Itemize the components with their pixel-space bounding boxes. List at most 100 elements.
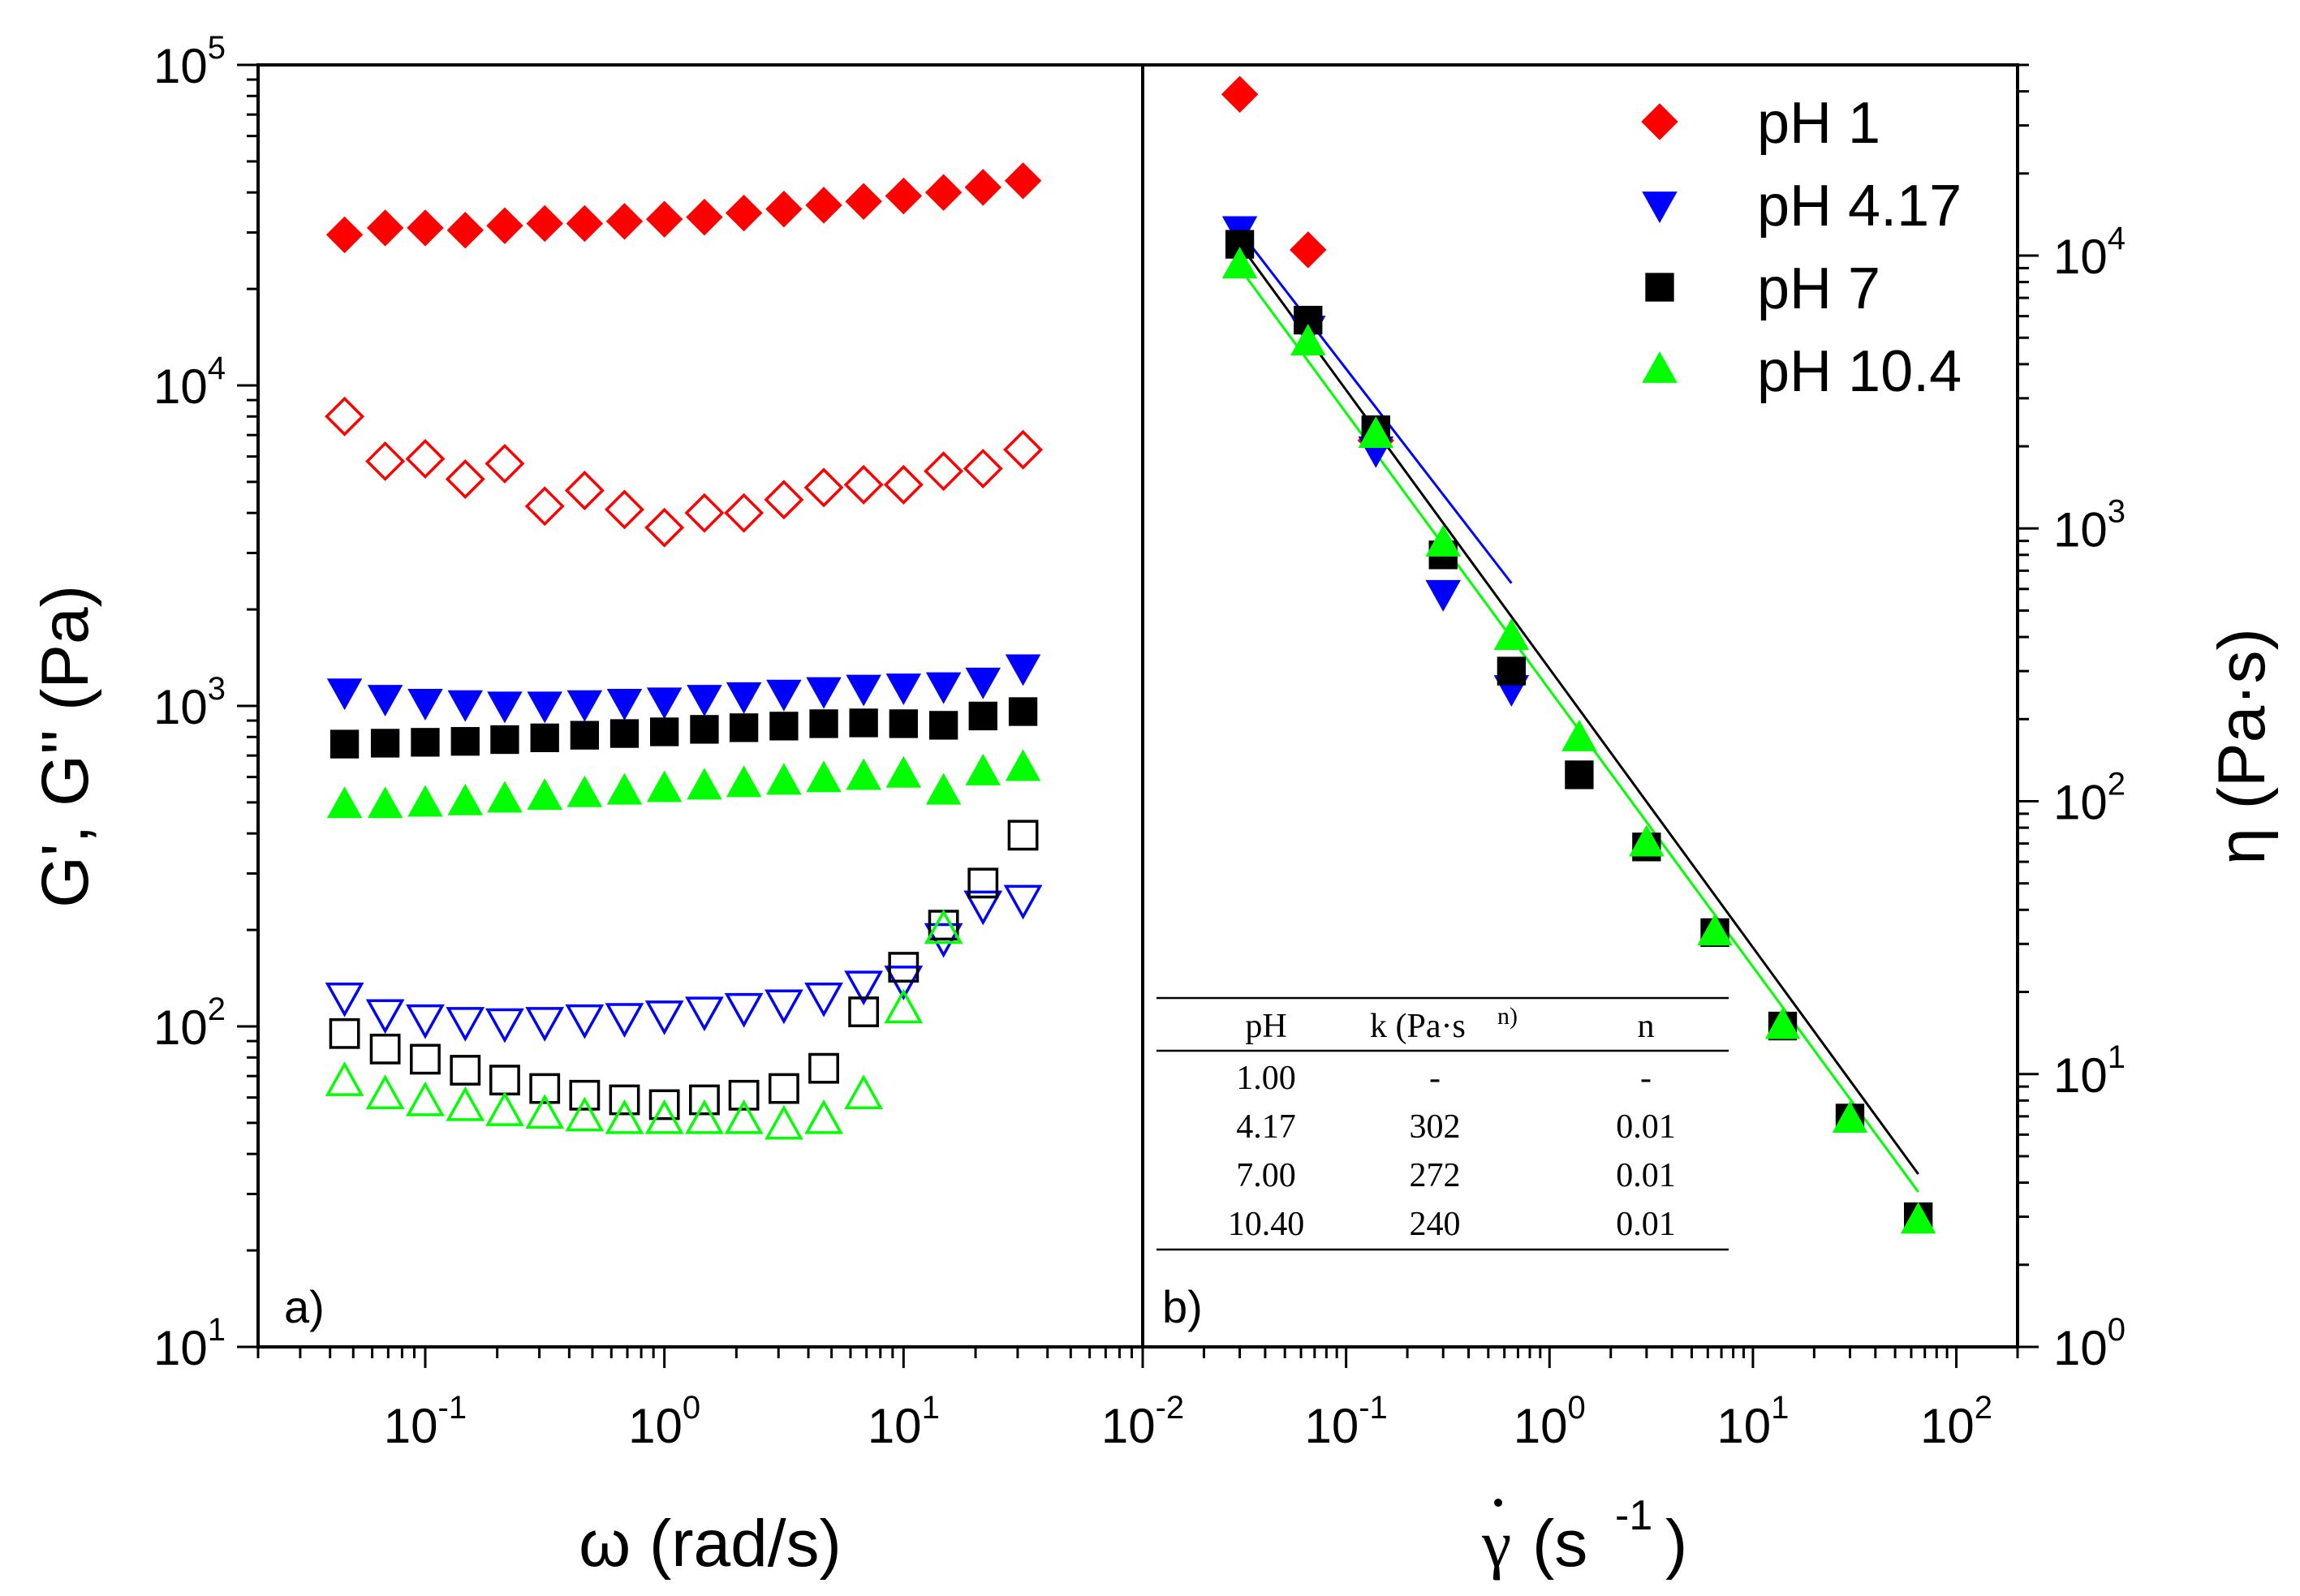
point-a-ph-1-g — [486, 207, 523, 244]
point-a-ph-1-g — [964, 169, 1001, 206]
point-a-ph-10-4-g — [325, 1061, 364, 1096]
point-a-ph-7-g — [808, 1052, 839, 1084]
point-a-ph-7-g — [768, 1073, 799, 1104]
point-a-ph-1-g — [485, 443, 525, 484]
panel-b-y-tick-label: 104 — [2053, 221, 2126, 284]
point-a-ph-4-17-g — [687, 685, 722, 717]
fit-line-ph-4-17-fit — [1238, 230, 1513, 584]
point-a-ph-4-17-g — [885, 673, 922, 706]
point-a-ph-4-17-g — [365, 999, 405, 1035]
legend-marker-ph-10-4 — [1642, 351, 1678, 383]
point-a-ph-4-17-g — [726, 682, 762, 714]
panel-b-y-axis-label: η (Pa·s) — [2205, 628, 2279, 865]
panel-b-x-tick-label: 101 — [1716, 1390, 1789, 1453]
panel-b-x-tick-label: 10-1 — [1304, 1390, 1387, 1453]
point-a-ph-4-17-g — [965, 667, 1001, 699]
panel-b-x-axis-text: (s — [1532, 1507, 1587, 1581]
panel-a-marks — [325, 162, 1044, 1140]
point-a-ph-1-g — [524, 486, 565, 527]
point-b-ph-10-4 — [1493, 618, 1530, 650]
point-a-ph-1-g — [724, 493, 765, 533]
point-a-ph-10-4-g — [884, 988, 924, 1024]
point-a-ph-1-g — [644, 507, 685, 548]
point-a-ph-4-17-g — [806, 677, 842, 709]
point-b-ph-10-4 — [1290, 324, 1326, 356]
panel-b-y-tick-label: 102 — [2053, 767, 2126, 830]
point-a-ph-10-4-g — [804, 1099, 843, 1134]
point-a-ph-1-g — [526, 204, 563, 243]
point-a-ph-1-g — [764, 480, 804, 520]
table-rows: 1.00 - - 4.17 302 0.01 7.00 272 0.01 10.40 240 0.01 — [1228, 1060, 1676, 1243]
panel-b-y-tick-label: 100 — [2053, 1312, 2126, 1375]
point-a-ph-10-4-g — [846, 758, 881, 790]
point-a-ph-1-g — [805, 187, 842, 224]
point-a-ph-7-g — [411, 728, 440, 757]
panel-a-y-tick-label: 103 — [153, 671, 226, 734]
point-a-ph-7-g — [489, 1065, 520, 1096]
point-a-ph-1-g — [1004, 162, 1042, 200]
table-cell: 0.01 — [1616, 1206, 1676, 1243]
point-b-ph-1 — [1221, 75, 1259, 113]
point-a-ph-7-g — [649, 717, 679, 746]
point-a-ph-1-g — [445, 459, 485, 499]
point-a-ph-4-17-g — [407, 689, 443, 721]
panel-a-x-tick-label: 10-1 — [384, 1390, 467, 1453]
point-a-ph-1-g — [605, 489, 644, 530]
point-a-ph-10-4-g — [527, 778, 562, 811]
point-a-ph-4-17-g — [644, 1000, 684, 1035]
panel-a-x-axis-label: ω (rad/s) — [579, 1507, 842, 1581]
panel-b-x-axis-close: ) — [1665, 1507, 1687, 1581]
table-cell: 272 — [1410, 1157, 1461, 1194]
point-a-ph-7-g — [849, 708, 878, 738]
point-a-ph-4-17-g — [925, 672, 962, 704]
point-a-ph-7-g — [648, 1089, 680, 1121]
point-a-ph-4-17-g — [804, 982, 843, 1017]
point-b-ph-7 — [1497, 656, 1527, 686]
point-a-ph-7-g — [370, 729, 400, 758]
point-a-ph-4-17-g — [565, 1004, 605, 1039]
panel-b-frame — [1141, 63, 2019, 1349]
point-a-ph-1-g — [765, 190, 803, 228]
point-a-ph-1-g — [885, 177, 923, 215]
gamma-dot — [1494, 1499, 1502, 1507]
point-b-ph-7 — [1565, 760, 1594, 789]
point-a-ph-1-g — [325, 396, 365, 437]
point-a-ph-7-g — [329, 1017, 360, 1049]
point-a-ph-10-4-g — [924, 909, 963, 944]
table-header-k: k (Pa·s — [1370, 1008, 1466, 1045]
point-a-ph-1-g — [686, 198, 723, 236]
point-a-ph-4-17-g — [325, 982, 364, 1017]
point-a-ph-1-g — [1003, 429, 1044, 470]
fit-table: pH k (Pa·s n) n 1.00 - - 4.17 302 0.01 7.00 272… — [1156, 996, 1729, 1251]
legend-label-ph-10-4: pH 10.4 — [1757, 339, 1962, 404]
panel-b-x-axis-symbol: γ — [1481, 1507, 1511, 1581]
panel-a: 10-1 100 101 10-2 101 102 103 104 105 a) ω (rad/… — [28, 30, 1184, 1581]
panel-a-x-tick-label: 10-2 — [1101, 1390, 1184, 1453]
point-a-ph-10-4-g — [365, 1074, 405, 1109]
point-b-ph-1 — [1290, 231, 1327, 269]
legend: pH 1 pH 4.17 pH 7 pH 10.4 — [1641, 91, 1962, 404]
panel-b-ticks: 10-1 100 101 102 100 101 102 103 104 — [1141, 63, 2126, 1453]
point-b-ph-10-4 — [1425, 524, 1461, 557]
point-a-ph-4-17-g — [485, 1008, 524, 1043]
point-a-ph-4-17-g — [487, 691, 523, 724]
point-a-ph-7-g — [569, 1079, 601, 1111]
point-a-ph-1-g — [645, 200, 683, 238]
point-a-ph-4-17-g — [606, 689, 643, 721]
panel-a-y-tick-label: 102 — [153, 992, 226, 1055]
point-a-ph-7-g — [968, 701, 997, 731]
point-a-ph-10-4-g — [565, 1096, 605, 1132]
point-a-ph-10-4-g — [606, 772, 643, 805]
point-a-ph-7-g — [689, 1084, 720, 1116]
point-a-ph-7-g — [729, 713, 759, 742]
panel-a-y-tick-label: 101 — [153, 1312, 226, 1375]
point-b-ph-4-17 — [1425, 579, 1461, 612]
table-cell: - — [1429, 1060, 1441, 1097]
point-a-ph-7-g — [570, 721, 600, 750]
legend-marker-ph-1 — [1641, 103, 1678, 140]
panel-b-x-axis-label: γ (s -1 ) — [1481, 1492, 1687, 1581]
point-a-ph-7-g — [809, 709, 838, 738]
point-b-ph-10-4 — [1832, 1101, 1868, 1133]
point-a-ph-4-17-g — [527, 691, 562, 724]
